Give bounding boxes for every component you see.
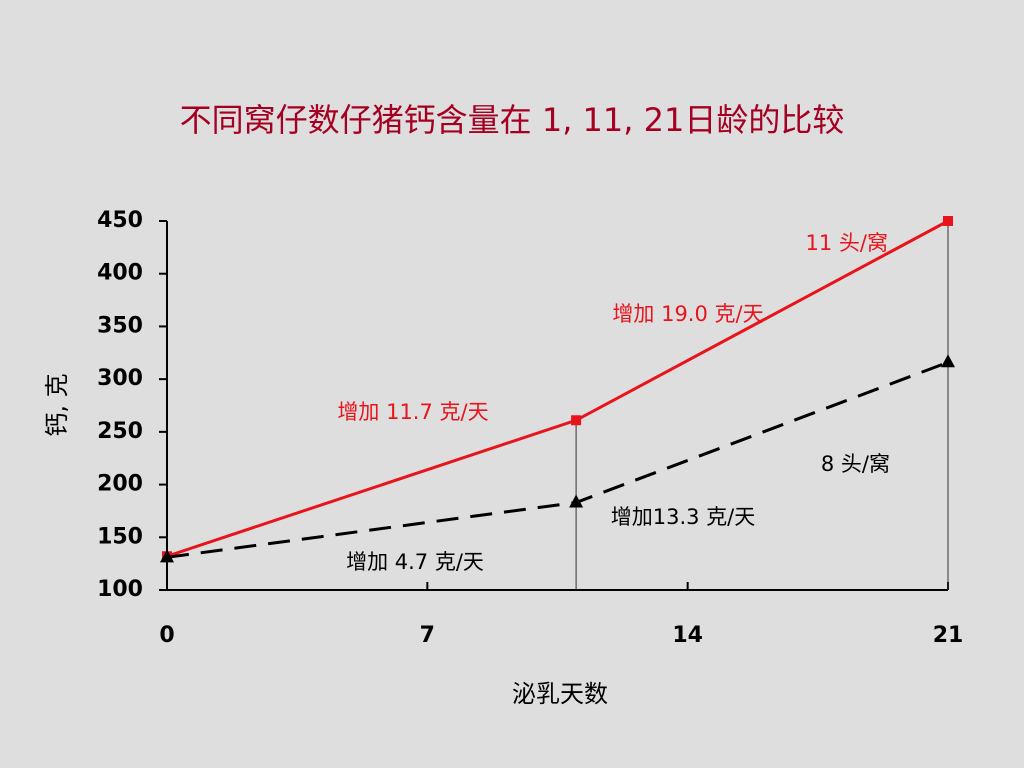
chart-title: 不同窝仔数仔猪钙含量在 1, 11, 21日龄的比较 [180, 101, 845, 139]
x-axis-label: 泌乳天数 [512, 680, 608, 708]
annotation: 增加13.3 克/天 [611, 505, 756, 529]
y-tick-label: 250 [97, 419, 143, 444]
y-tick-label: 400 [97, 261, 143, 286]
series-label: 8 头/窝 [821, 452, 890, 476]
annotation: 增加 11.7 克/天 [337, 400, 488, 424]
annotation: 增加 4.7 克/天 [346, 550, 484, 574]
point [943, 216, 953, 226]
series-label: 11 头/窝 [806, 231, 888, 255]
y-tick-label: 450 [97, 208, 143, 233]
point [941, 354, 955, 368]
annotation: 增加 19.0 克/天 [612, 302, 763, 326]
y-tick-label: 300 [97, 366, 143, 391]
y-tick-label: 100 [97, 577, 143, 602]
x-tick-label: 21 [933, 623, 964, 648]
x-tick-label: 7 [420, 623, 435, 648]
point [569, 494, 584, 508]
x-tick-label: 14 [672, 623, 703, 648]
y-axis-label: 钙, 克 [43, 373, 71, 436]
x-tick-label: 0 [159, 623, 174, 648]
y-tick-label: 200 [97, 472, 143, 497]
y-tick-label: 350 [97, 313, 143, 338]
y-tick-label: 150 [97, 524, 143, 549]
point [571, 415, 582, 426]
point [160, 549, 174, 563]
